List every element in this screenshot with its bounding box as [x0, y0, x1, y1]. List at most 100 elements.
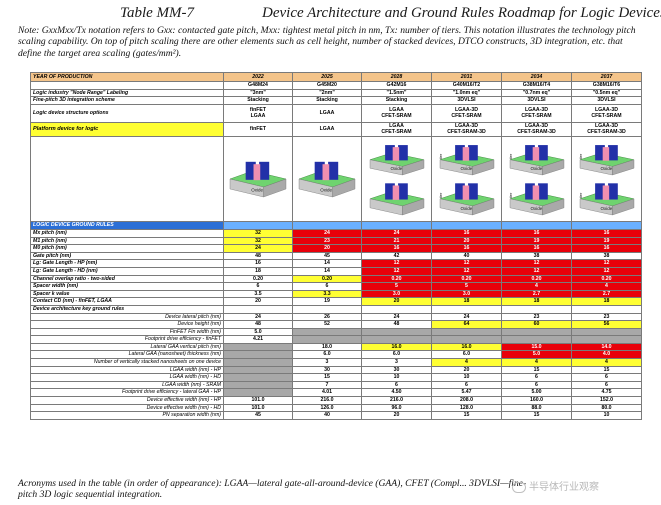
- row-label: LGAA width (nm) - SRAM: [30, 380, 224, 390]
- fine-pitch-row-cell: 3DVLSI: [571, 96, 642, 105]
- row-label: Device lateral pitch (nm): [30, 312, 224, 322]
- oxide-label: Oxide: [390, 166, 402, 171]
- value-cell: 32: [223, 236, 293, 246]
- device-image-cell: Oxide: [223, 135, 293, 222]
- structure-row-label: Logic device structure options: [30, 103, 224, 123]
- device-gate: [454, 145, 465, 161]
- value-cell: 101.0: [223, 396, 293, 405]
- value-cell: 96.0: [361, 403, 432, 413]
- value-cell: 16: [571, 228, 642, 238]
- device-side: [471, 159, 494, 176]
- table-row: Mx pitch (nm) 32 24 24 16 16 16: [30, 228, 642, 238]
- oxide-label: Oxide: [251, 187, 263, 192]
- section-cell: [292, 220, 362, 230]
- row-label: Device effective width (nm) - HD: [30, 403, 224, 413]
- oxide-label: Oxide: [320, 187, 332, 192]
- row-label: Mx pitch (nm): [30, 228, 224, 238]
- value-cell: 5.0: [501, 350, 572, 360]
- table-row: LGAA width (nm) - SRAM 7 6 6 6 6: [30, 380, 642, 390]
- value-cell: 40: [292, 411, 362, 420]
- value-cell: [501, 335, 572, 344]
- value-cell: 16: [501, 244, 572, 253]
- value-cell: 3: [292, 358, 362, 367]
- value-cell: 16.0: [431, 342, 502, 352]
- fine-pitch-row-label: Fine-pitch 3D integration scheme: [30, 96, 224, 105]
- value-cell: 0.20: [431, 274, 502, 284]
- value-cell: 160.0: [501, 396, 572, 405]
- value-cell: 60: [501, 320, 572, 329]
- device-gate: [245, 161, 256, 180]
- fine-pitch-row: Fine-pitch 3D integration scheme Stacking…: [30, 96, 642, 105]
- device-gate: [524, 183, 535, 200]
- value-cell: [292, 327, 362, 337]
- platform-row-line: CFET-SRAM: [381, 129, 412, 136]
- section-cell: [223, 220, 293, 230]
- value-cell: 128.0: [431, 403, 502, 413]
- row-label: Lg: Gate Length - HD (nm): [30, 266, 224, 276]
- table-row: Spacer k value 3.5 3.3 3.0 3.0 2.7 2.7: [30, 289, 642, 299]
- row-label: LGAA width (nm) - HD: [30, 373, 224, 382]
- oxide-label: Oxide: [460, 206, 472, 211]
- table-row: Lateral GAA vertical pitch (nm) 18.0 16.0 1…: [30, 342, 642, 352]
- value-cell: 12: [501, 259, 572, 268]
- row-label: PN separation width (nm): [30, 411, 224, 420]
- section-cell: [361, 220, 432, 230]
- value-cell: 6.0: [292, 350, 362, 360]
- node-row-cell: "0.7nm eq": [501, 88, 572, 98]
- structure-row-line: CFET-SRAM: [381, 113, 412, 120]
- device-channel: [253, 164, 261, 181]
- value-cell: 10: [431, 373, 502, 382]
- structure-row-line: LGAA-3D: [524, 106, 549, 113]
- value-cell: 6: [431, 380, 502, 390]
- notation-cell: G40M16/T2: [431, 81, 502, 90]
- value-cell: 101.0: [223, 403, 293, 413]
- device-illustration: Oxide: [298, 161, 356, 198]
- wechat-icon: [512, 481, 526, 493]
- table-row: PN separation width (nm) 45 40 20 15 15 10: [30, 411, 642, 420]
- tier-label: tier: [438, 153, 443, 159]
- platform-row-cell: LGAA-3D CFET-SRAM-3D: [431, 121, 502, 137]
- value-cell: 12: [361, 259, 432, 268]
- value-cell: 14: [292, 259, 362, 268]
- value-cell: 15.0: [501, 342, 572, 352]
- device-gate: [607, 145, 618, 161]
- value-cell: 20: [361, 411, 432, 420]
- table-row: Channel overlap ratio - two-sided 0.20 0.2…: [30, 274, 642, 284]
- value-cell: 0.20: [223, 274, 293, 284]
- row-label: Footprint drive efficiency - finFET: [30, 335, 224, 344]
- device-side: [401, 198, 424, 216]
- platform-row-cell: finFET: [223, 121, 293, 137]
- notation-cell: G38M16/T4: [501, 81, 572, 90]
- value-cell: 18: [223, 266, 293, 276]
- value-cell: 23: [571, 312, 642, 322]
- platform-row-line: LGAA-3D: [594, 122, 619, 129]
- value-cell: 0.20: [361, 274, 432, 284]
- value-cell: [501, 304, 572, 314]
- value-cell: 16: [571, 244, 642, 253]
- value-cell: 208.0: [431, 396, 502, 405]
- device-gate: [467, 183, 478, 200]
- notation-note: Note: GxxMxx/Tx notation refers to Gxx: …: [18, 25, 636, 59]
- value-cell: 3.0: [431, 289, 502, 299]
- value-cell: 0.20: [571, 274, 642, 284]
- row-label: Lateral GAA (nanosheet) thickness (nm): [30, 350, 224, 360]
- device-channel: [532, 147, 539, 161]
- table-row: Device effective width (nm) - HP 101.0 216…: [30, 396, 642, 405]
- value-cell: [361, 304, 432, 314]
- row-label: Number of vertically stacked nanosheets …: [30, 358, 224, 367]
- device-side: [471, 198, 494, 216]
- year-cell: 2028: [361, 72, 432, 82]
- row-label: M0 pitch (nm): [30, 244, 224, 253]
- row-label: Device effective width (nm) - HP: [30, 396, 224, 405]
- value-cell: 12: [431, 266, 502, 276]
- device-gate: [467, 145, 478, 161]
- row-label: Channel overlap ratio - two-sided: [30, 274, 224, 284]
- row-label: Device architecture key ground rules: [30, 304, 224, 314]
- row-label: Spacer width (nm): [30, 282, 224, 291]
- node-row-cell: "0.5nm eq": [571, 88, 642, 98]
- fine-pitch-row-cell: 3DVLSI: [501, 96, 572, 105]
- value-cell: 24: [361, 228, 432, 238]
- value-cell: 32: [223, 228, 293, 238]
- device-image-label: [30, 135, 224, 222]
- platform-row-line: LGAA: [319, 126, 335, 133]
